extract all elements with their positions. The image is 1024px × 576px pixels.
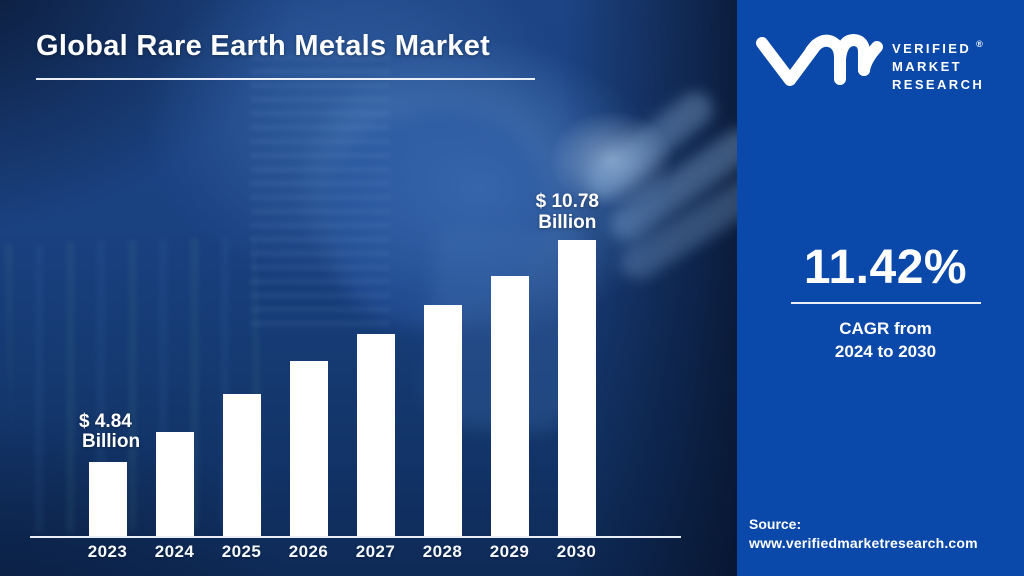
cagr-caption-line2: 2024 to 2030 — [834, 342, 937, 361]
x-axis-label-2027: 2027 — [355, 542, 396, 561]
bar-slot-2024 — [141, 432, 208, 536]
bar-slot-2028 — [409, 305, 476, 536]
bar-2025 — [222, 394, 261, 536]
bar-slot-2026 — [275, 361, 342, 536]
x-axis-label-2029: 2029 — [489, 542, 530, 561]
chart-section: Global Rare Earth Metals Market 2023 2024… — [0, 0, 737, 576]
x-axis-label-2025: 2025 — [221, 542, 262, 561]
vmr-logo: VERIFIED ® MARKET RESEARCH — [755, 33, 984, 94]
value-label-2023-unit: Billion — [82, 431, 141, 452]
cagr-divider — [790, 302, 981, 304]
source-url-link[interactable]: www.verifiedmarketresearch.com — [749, 535, 978, 551]
logo-wordmark: VERIFIED ® MARKET RESEARCH — [892, 35, 984, 94]
value-label-2030-unit: Billion — [538, 212, 597, 233]
registered-trademark: ® — [976, 39, 983, 49]
bar-2028 — [423, 305, 462, 536]
logo-word-verified-text: VERIFIED — [892, 41, 972, 56]
value-label-2030-amount: $ 10.78 — [535, 191, 599, 212]
title-underline — [36, 78, 535, 80]
page-title: Global Rare Earth Metals Market — [36, 30, 491, 62]
x-axis-label-2023: 2023 — [87, 542, 128, 561]
cagr-caption-line1: CAGR from — [839, 319, 932, 338]
bar-2029 — [490, 276, 529, 536]
value-label-2030: $ 10.78 Billion — [536, 192, 599, 232]
bars-row — [30, 236, 681, 536]
vmr-monogram-icon — [756, 34, 883, 86]
bar-2030 — [557, 240, 596, 536]
x-axis-label-2028: 2028 — [422, 542, 463, 561]
x-axis-label-2030: 2030 — [556, 542, 597, 561]
bar-slot-2027 — [342, 334, 409, 536]
logo-word-research: RESEARCH — [892, 77, 985, 92]
bar-slot-2025 — [208, 394, 275, 536]
bar-2023 — [88, 462, 127, 536]
value-label-2023: $ 4.84 Billion — [79, 412, 140, 451]
logo-word-market: MARKET — [892, 59, 963, 74]
logo-word-verified: VERIFIED ® — [892, 35, 984, 58]
bar-chart: 2023 2024 2025 2026 2027 2028 2029 2030 $ 4.84 … — [30, 192, 681, 562]
source-label: Source: — [749, 516, 802, 532]
bar-2027 — [356, 334, 395, 536]
cagr-block: 11.42% CAGR from 2024 to 2030 — [747, 240, 1024, 363]
source-block: Source: www.verifiedmarketresearch.com — [749, 515, 978, 553]
x-axis-labels: 2023 2024 2025 2026 2027 2028 2029 2030 — [30, 542, 681, 562]
x-axis-label-2024: 2024 — [154, 542, 195, 561]
bar-slot-2023 — [74, 462, 141, 536]
x-axis-label-2026: 2026 — [288, 542, 329, 561]
cagr-value: 11.42% — [803, 241, 968, 294]
bg-glove-finger — [580, 85, 720, 205]
bar-slot-2029 — [476, 276, 543, 536]
bar-2026 — [289, 361, 328, 536]
bar-2024 — [155, 432, 194, 536]
brand-panel: VERIFIED ® MARKET RESEARCH 11.42% CAGR fr… — [737, 0, 1024, 576]
value-label-2023-amount: $ 4.84 — [79, 411, 132, 432]
bar-slot-2030 — [543, 240, 610, 536]
bg-glove-finger — [603, 122, 737, 248]
x-axis-line — [30, 536, 681, 538]
